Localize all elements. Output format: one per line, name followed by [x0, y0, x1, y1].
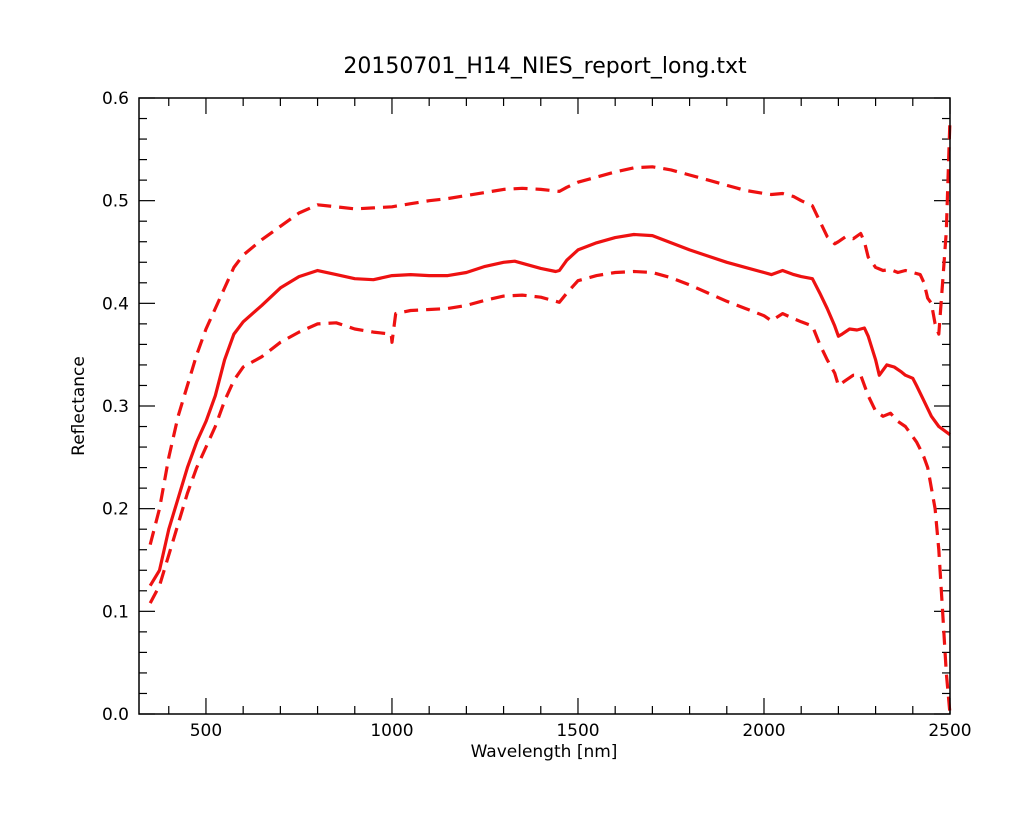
y-tick-label: 0.4: [102, 294, 129, 314]
x-tick-label: 2500: [928, 721, 971, 741]
x-tick-label: 1500: [556, 721, 599, 741]
x-tick-label: 500: [190, 721, 222, 741]
y-axis-label: Reflectance: [69, 356, 89, 456]
y-tick-label: 0.3: [102, 397, 129, 417]
chart-title: 20150701_H14_NIES_report_long.txt: [343, 54, 747, 79]
data-series: [148, 118, 952, 715]
plot-frame: [138, 97, 951, 715]
tick-labels: 500 1000 1500 2000 2500 0.0 0.1 0.2 0.3 0.4 0.5 0.6: [102, 89, 972, 741]
x-axis-label: Wavelength [nm]: [471, 742, 618, 762]
y-tick-label: 0.6: [102, 89, 129, 109]
x-tick-label: 2000: [742, 721, 785, 741]
mean-line: [148, 232, 951, 587]
y-tick-label: 0.1: [102, 602, 129, 622]
axis-ticks: [139, 97, 951, 715]
lower-bound-line: [148, 269, 952, 715]
y-tick-label: 0.0: [102, 705, 129, 725]
upper-bound-line: [148, 118, 952, 546]
y-tick-label: 0.5: [102, 192, 129, 212]
y-tick-label: 0.2: [102, 500, 129, 520]
x-tick-label: 1000: [370, 721, 413, 741]
